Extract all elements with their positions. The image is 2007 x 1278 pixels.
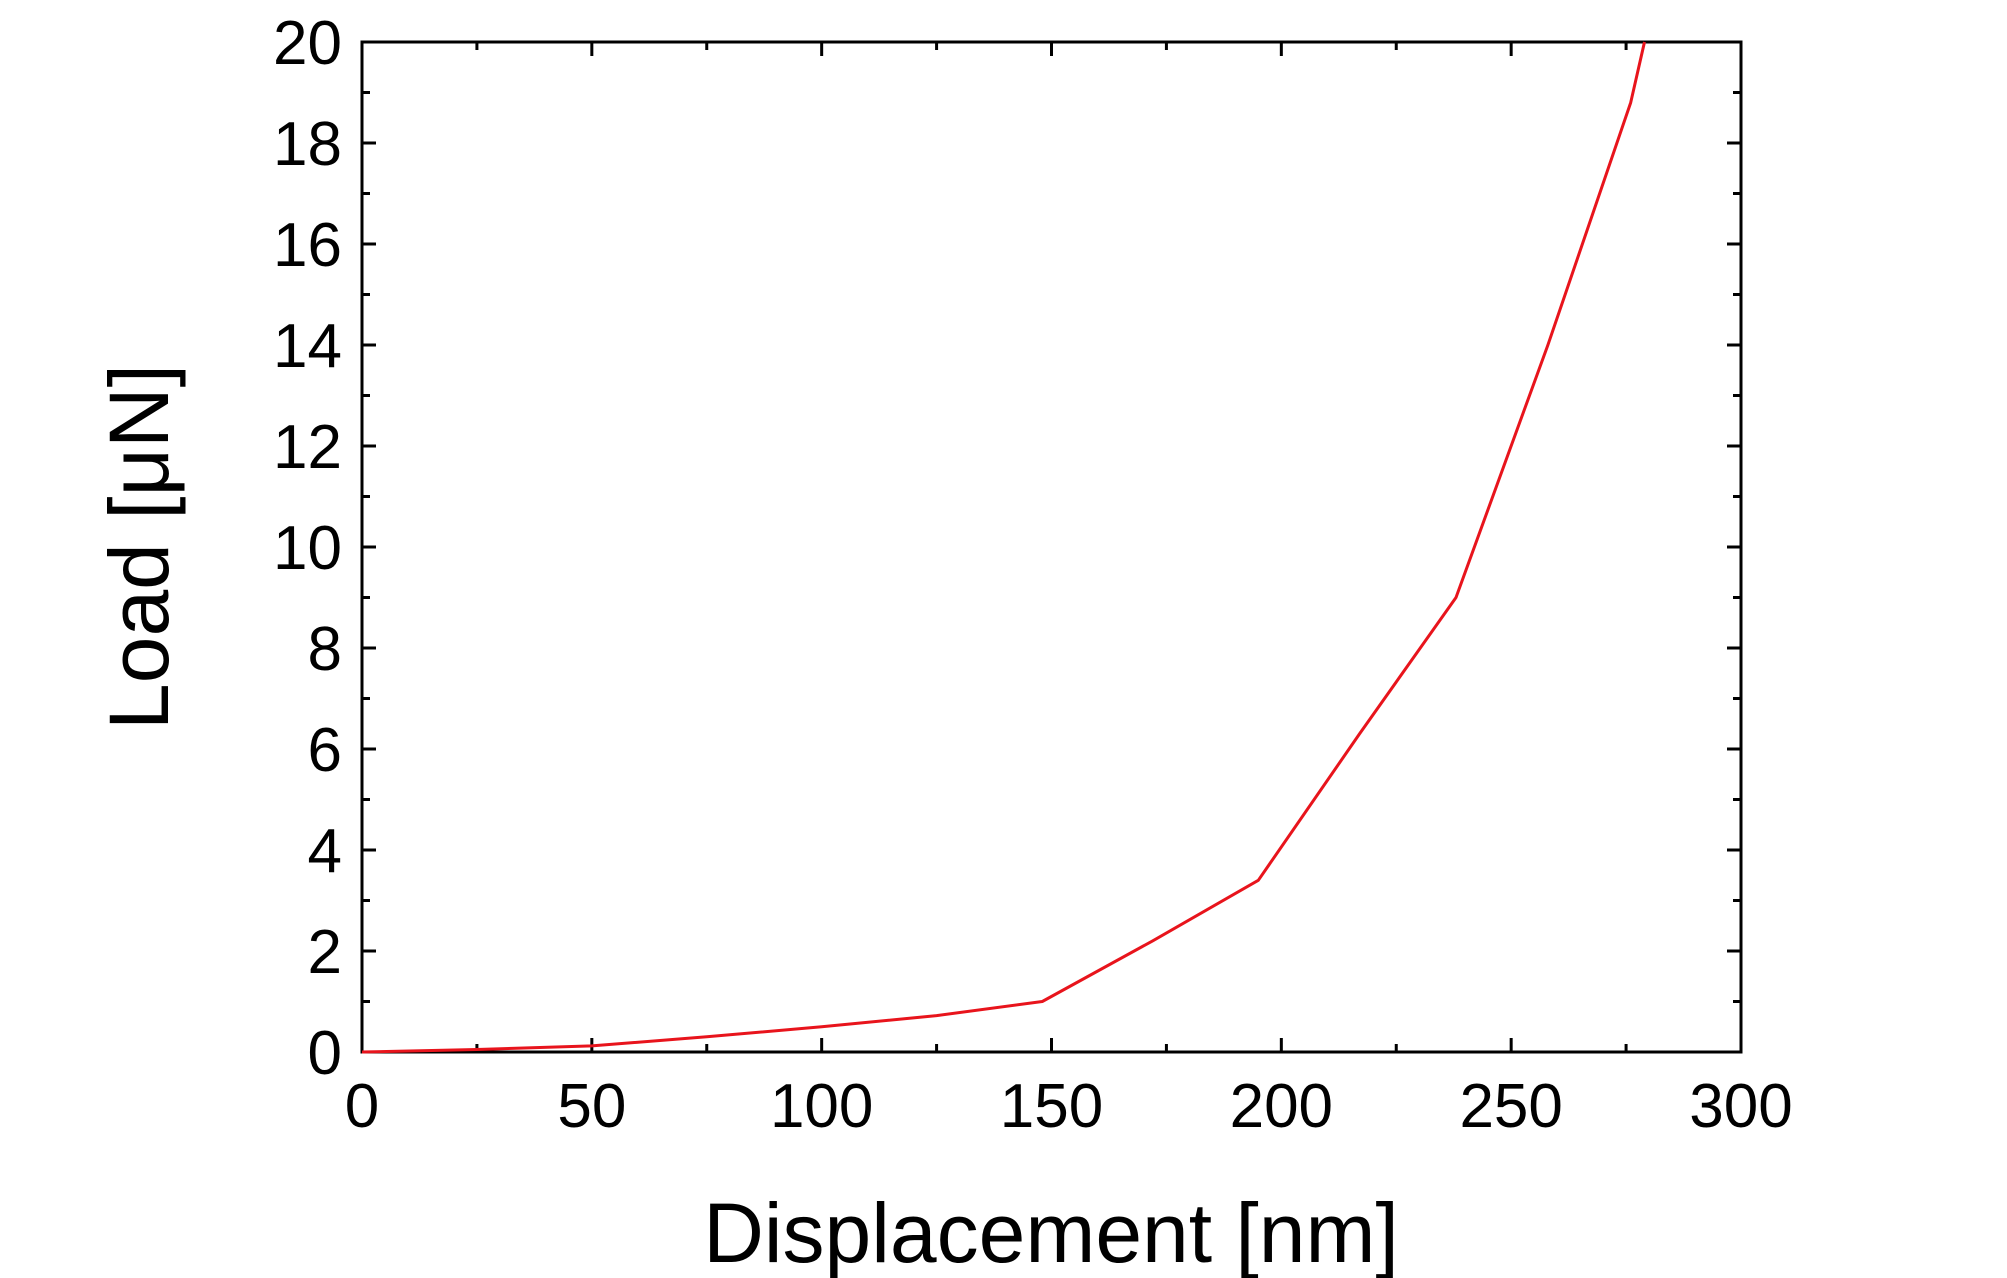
x-tick-label: 200 (1230, 1072, 1333, 1141)
series-group (361, 41, 1646, 1054)
y-tick-label: 6 (308, 716, 342, 785)
x-tick-label: 100 (770, 1072, 873, 1141)
x-tick-label: 250 (1459, 1072, 1562, 1141)
y-tick-label: 12 (273, 413, 342, 482)
x-tick-label: 0 (345, 1072, 379, 1141)
y-tick-label: 18 (273, 110, 342, 179)
plot-frame (360, 40, 1743, 1054)
y-tick-label: 20 (273, 9, 342, 78)
y-axis-label: Load [μN] (92, 364, 186, 730)
x-axis-label: Displacement [nm] (703, 1186, 1399, 1278)
axis-ticks (360, 40, 1743, 1054)
y-tick-label: 4 (308, 817, 342, 886)
y-tick-label: 2 (308, 918, 342, 987)
series-line (361, 41, 1646, 1054)
y-tick-label: 0 (308, 1019, 342, 1088)
y-tick-label: 14 (273, 312, 342, 381)
y-tick-label: 8 (308, 615, 342, 684)
x-tick-label: 300 (1689, 1072, 1792, 1141)
x-tick-label: 50 (557, 1072, 626, 1141)
x-tick-label: 150 (1000, 1072, 1103, 1141)
y-tick-label: 10 (273, 514, 342, 583)
axis-tick-labels: 0 50 100 150 200 250 300 0 2 4 6 8 10 12 14 16 18 20 (273, 9, 1793, 1141)
y-tick-label: 16 (273, 211, 342, 280)
